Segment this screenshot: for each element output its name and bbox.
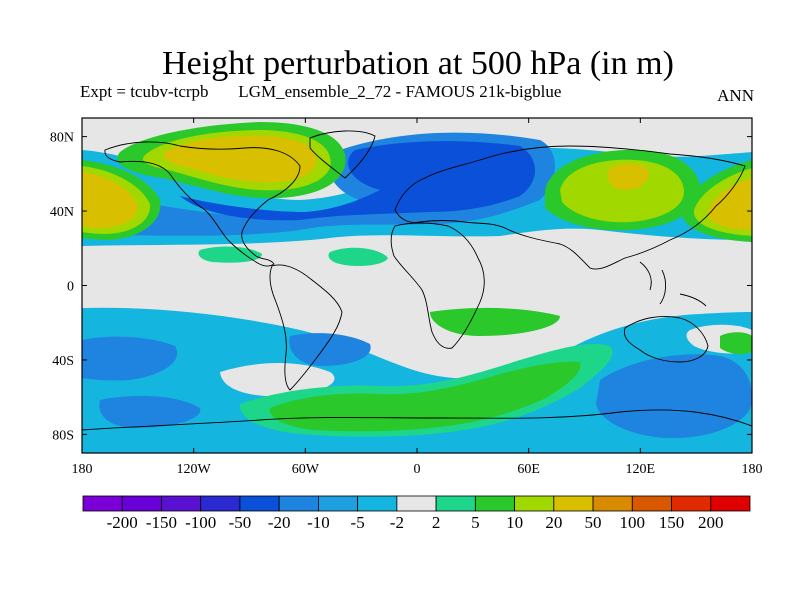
heatmap-field — [82, 118, 752, 453]
coast-antarctica — [82, 409, 752, 431]
y-tick-label: 80N — [50, 131, 74, 146]
contour-sep-blue — [82, 336, 178, 381]
colorbar-swatch — [514, 495, 555, 512]
coast-greenland — [309, 130, 376, 179]
coast-maritime-se-asia — [639, 261, 707, 307]
season-label: ANN — [717, 86, 754, 105]
colorbar-swatch — [200, 495, 241, 512]
colorbar-swatch — [592, 495, 633, 512]
contour-sp-blue — [596, 354, 752, 439]
colorbar-label: 2 — [432, 513, 441, 532]
x-tick-label: 60E — [517, 462, 540, 477]
x-tick-label: 60W — [292, 462, 320, 477]
y-tick-label: 40N — [50, 205, 74, 220]
colorbar-label: 50 — [585, 513, 602, 532]
y-tick-label: 40S — [52, 354, 74, 369]
colorbar-swatch — [671, 495, 712, 512]
x-tick-label: 120W — [177, 462, 212, 477]
contour-asia-orange — [607, 163, 649, 190]
colorbar-swatch — [710, 495, 751, 512]
colorbar-swatch — [435, 495, 476, 512]
colorbar-label: -10 — [307, 513, 330, 532]
colorbar-swatch — [318, 495, 359, 512]
colorbar-swatch — [553, 495, 594, 512]
colorbar-swatch — [357, 495, 398, 512]
contour-nwp-orange — [707, 178, 752, 230]
contour-nep-orange — [82, 172, 138, 228]
colorbar-label: 20 — [545, 513, 562, 532]
colorbar-label: -150 — [146, 513, 177, 532]
colorbar-label: 10 — [506, 513, 523, 532]
contour-na-orange — [163, 135, 317, 183]
colorbar-swatch — [278, 495, 319, 512]
colorbar-label: -5 — [351, 513, 365, 532]
contour-s-green-band-2 — [269, 361, 581, 432]
colorbar-label: 200 — [698, 513, 724, 532]
y-axis: 80N 40N 0 40S 80S — [50, 131, 752, 443]
x-tick-label: 180 — [742, 462, 763, 477]
x-tick-label: 120E — [626, 462, 656, 477]
chart-subtitle: Expt = tcubv-tcrpb LGM_ensemble_2_72 - F… — [80, 82, 562, 101]
colorbar-swatch — [82, 495, 123, 512]
contour-s-green-band-3 — [430, 307, 560, 336]
coast-south-america — [269, 264, 343, 391]
coast-eurasia — [394, 145, 746, 270]
colorbar-swatch — [396, 495, 437, 512]
coast-australia — [623, 316, 709, 363]
coastlines — [82, 130, 752, 431]
colorbar: -200 -150 -100 -50 -20 -10 -5 -2 2 5 10 20 50 100 150 2… — [82, 495, 751, 532]
contour-trop-green-2 — [328, 247, 388, 266]
colorbar-swatch — [474, 495, 515, 512]
colorbar-label: 5 — [471, 513, 480, 532]
contour-sp-green — [720, 332, 752, 355]
y-tick-label: 0 — [67, 280, 74, 295]
x-tick-label: 0 — [414, 462, 421, 477]
colorbar-label: 150 — [659, 513, 685, 532]
colorbar-label: -200 — [107, 513, 138, 532]
colorbar-label: -50 — [229, 513, 252, 532]
contour-n-deep-blue — [180, 141, 535, 221]
colorbar-label: -100 — [185, 513, 216, 532]
chart-title: Height perturbation at 500 hPa (in m) — [162, 45, 674, 82]
contour-asia-yellow — [560, 159, 684, 223]
colorbar-swatch — [631, 495, 672, 512]
colorbar-swatch — [161, 495, 202, 512]
coast-north-america — [104, 141, 301, 267]
y-tick-label: 80S — [52, 428, 74, 443]
colorbar-label: 100 — [620, 513, 646, 532]
coast-africa — [390, 222, 485, 349]
contour-sep-blue-3 — [99, 395, 201, 428]
contour-trop-green-1 — [198, 246, 262, 263]
colorbar-swatch — [239, 495, 280, 512]
colorbar-label: -20 — [268, 513, 291, 532]
colorbar-label: -2 — [390, 513, 404, 532]
contour-sep-blue-2 — [289, 333, 371, 366]
x-axis: 180 120W 60W 0 60E 120E 180 — [72, 118, 763, 477]
x-tick-label: 180 — [72, 462, 93, 477]
colorbar-swatch — [121, 495, 162, 512]
